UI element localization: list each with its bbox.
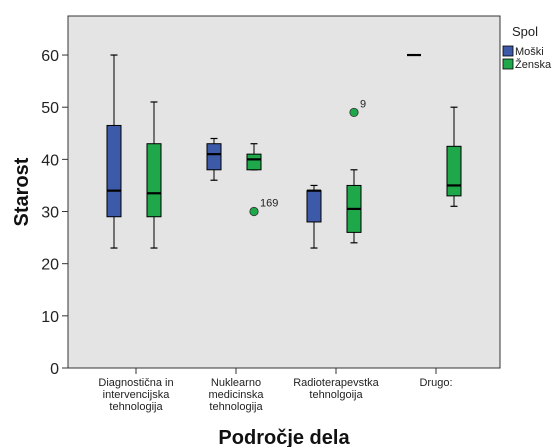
- x-category-label: medicinska: [208, 389, 264, 401]
- x-axis: Diagnostična inintervencijskatehnologija…: [98, 368, 453, 413]
- box-zenska: [146, 101, 162, 249]
- y-tick-label: 40: [41, 152, 59, 169]
- legend-label: Moški: [515, 46, 544, 58]
- box-zenska: 9: [346, 98, 366, 244]
- box-iqr: [206, 143, 222, 171]
- box-moski: [206, 137, 222, 181]
- x-category-label: tehnologija: [109, 401, 163, 413]
- y-tick-label: 10: [41, 309, 59, 326]
- legend-swatch: [502, 58, 514, 70]
- box-iqr: [246, 153, 262, 171]
- box-zenska: [446, 106, 462, 207]
- y-axis-title: Starost: [11, 157, 33, 226]
- box-moski: [106, 54, 122, 249]
- outlier-label: 169: [260, 198, 278, 210]
- y-tick-label: 50: [41, 100, 59, 117]
- x-axis-title: Področje dela: [218, 427, 350, 447]
- x-category-label: Radioterapevstka: [293, 377, 379, 389]
- x-category-label: intervencijska: [103, 389, 171, 401]
- x-category-label: Diagnostična in: [98, 377, 173, 389]
- y-tick-label: 20: [41, 257, 59, 274]
- legend-swatch: [502, 45, 514, 57]
- x-category-label: Nuklearno: [211, 377, 261, 389]
- y-tick-label: 0: [50, 361, 59, 378]
- plot-area: [67, 15, 501, 369]
- box-zenska: 169: [246, 143, 278, 217]
- x-category-label: Drugo:: [419, 377, 452, 389]
- y-axis: 0 10 20 30 40 50 60: [41, 48, 68, 378]
- box-moski: [306, 184, 322, 249]
- outlier-point: [349, 107, 359, 118]
- legend-label: Ženska: [515, 58, 552, 71]
- box-iqr: [146, 143, 162, 218]
- outlier-label: 9: [360, 98, 366, 110]
- x-category-label: tehnologija: [209, 401, 263, 413]
- box-iqr: [306, 190, 322, 223]
- box-iqr: [446, 145, 462, 197]
- box-iqr: [106, 124, 122, 218]
- outlier-point: [249, 206, 259, 217]
- y-tick-label: 60: [41, 48, 59, 65]
- y-tick-label: 30: [41, 205, 59, 222]
- x-category-label: tehnolgoija: [309, 389, 363, 401]
- legend-title: Spol: [512, 24, 538, 39]
